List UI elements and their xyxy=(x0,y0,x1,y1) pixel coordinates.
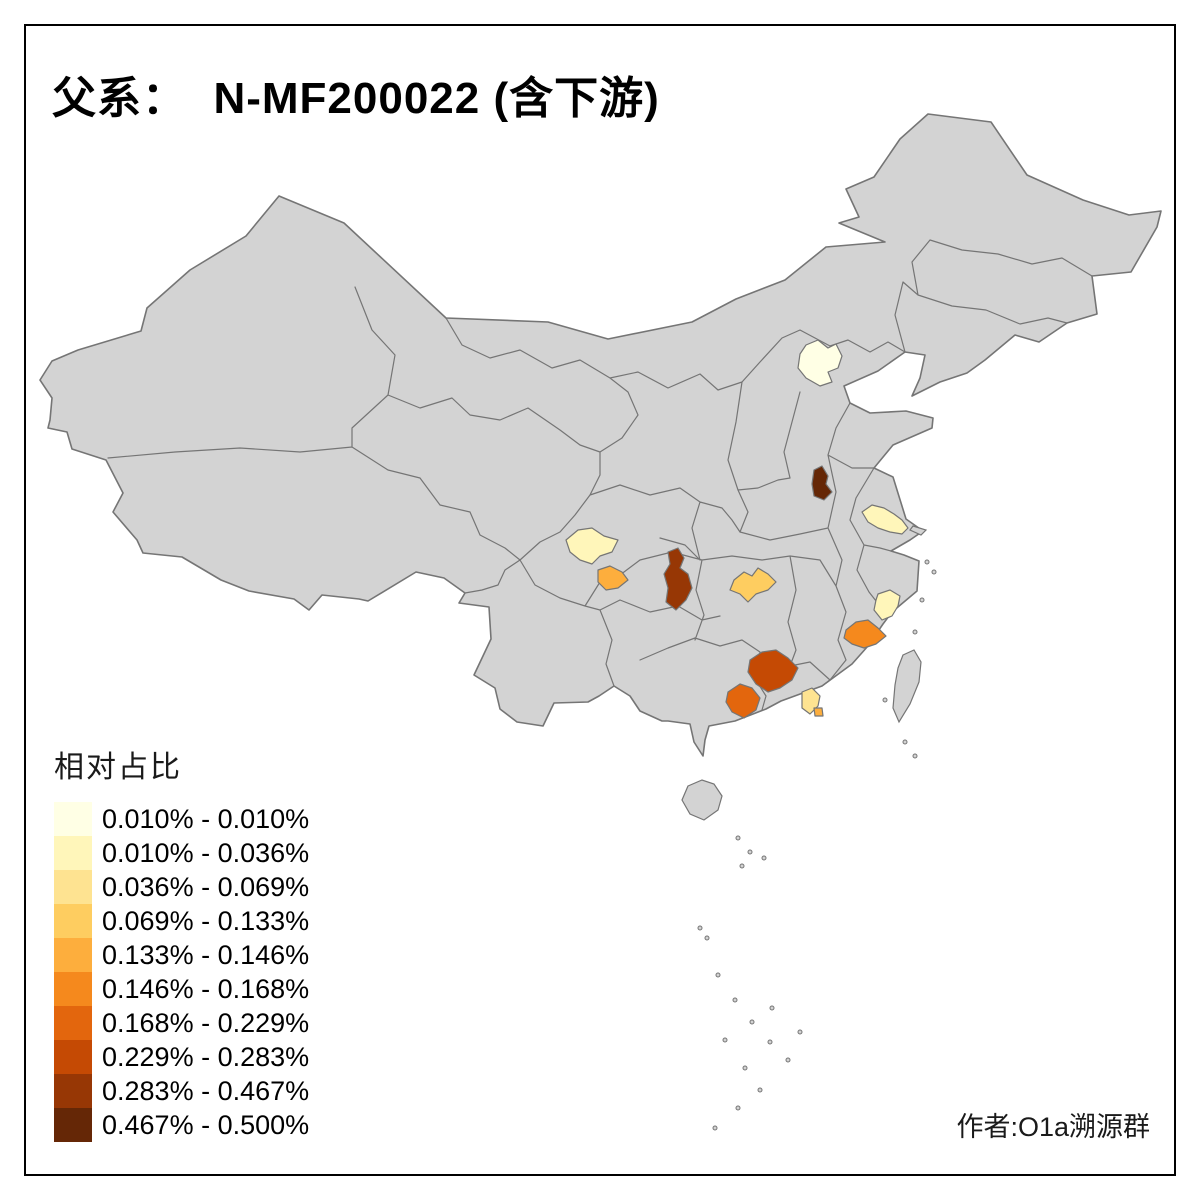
chongming-island xyxy=(909,525,928,536)
legend-class-label: 0.168% - 0.229% xyxy=(102,1007,310,1038)
legend-row: 0.146% - 0.168% xyxy=(54,972,309,1006)
legend-class-label: 0.467% - 0.500% xyxy=(102,1109,310,1140)
legend-row: 0.229% - 0.283% xyxy=(54,1040,309,1074)
legend-swatch xyxy=(54,1006,92,1040)
legend: 相对占比 0.010% - 0.010% 0.010% - 0.036% 0.0… xyxy=(54,742,309,1142)
taiwan-island xyxy=(892,649,922,724)
legend-swatch xyxy=(54,1108,92,1142)
map-region-south-jiangsu xyxy=(861,504,909,535)
legend-class-label: 0.036% - 0.069% xyxy=(102,871,310,902)
map-region-fujian-coast xyxy=(843,619,887,649)
map-region-beijing xyxy=(797,339,843,387)
map-region-chengdu xyxy=(565,527,619,565)
south-china-sea-islands xyxy=(697,559,937,1131)
legend-title: 相对占比 xyxy=(54,751,182,784)
legend-swatch xyxy=(54,1074,92,1108)
map-region-east-guangdong-dot xyxy=(813,707,824,717)
map-region-south-zhejiang-coast xyxy=(873,589,901,621)
legend-row: 0.168% - 0.229% xyxy=(54,1006,309,1040)
legend-swatch xyxy=(54,870,92,904)
map-region-south-sichuan xyxy=(597,565,629,591)
legend-swatch xyxy=(54,802,92,836)
china-mainland xyxy=(39,113,1162,757)
legend-class-label: 0.229% - 0.283% xyxy=(102,1041,310,1072)
legend-class-label: 0.146% - 0.168% xyxy=(102,973,310,1004)
map-region-changsha xyxy=(729,567,777,603)
page-title: 父系： N-MF200022 (含下游) xyxy=(52,74,660,123)
map-region-east-guangxi xyxy=(725,683,761,719)
islands xyxy=(681,525,928,821)
legend-row: 0.036% - 0.069% xyxy=(54,870,309,904)
hainan-island xyxy=(681,779,723,821)
highlighted-regions xyxy=(565,339,909,719)
legend-swatch xyxy=(54,938,92,972)
legend-swatch xyxy=(54,972,92,1006)
legend-row: 0.283% - 0.467% xyxy=(54,1074,309,1108)
attribution-text: 作者:O1a溯源群 xyxy=(956,1112,1150,1142)
map-region-north-anhui xyxy=(811,465,833,501)
province-boundaries xyxy=(107,239,1093,711)
legend-class-label: 0.069% - 0.133% xyxy=(102,905,310,936)
legend-class-label: 0.133% - 0.146% xyxy=(102,939,310,970)
legend-row: 0.133% - 0.146% xyxy=(54,938,309,972)
legend-row: 0.010% - 0.036% xyxy=(54,836,309,870)
map-region-north-guangdong xyxy=(747,649,799,693)
legend-class-label: 0.010% - 0.036% xyxy=(102,837,310,868)
legend-swatch xyxy=(54,836,92,870)
legend-swatch xyxy=(54,1040,92,1074)
legend-class-label: 0.283% - 0.467% xyxy=(102,1075,310,1106)
legend-row: 0.010% - 0.010% xyxy=(54,802,309,836)
legend-row: 0.069% - 0.133% xyxy=(54,904,309,938)
legend-swatch xyxy=(54,904,92,938)
map-region-west-hunan xyxy=(663,547,693,611)
legend-rows: 0.010% - 0.010% 0.010% - 0.036% 0.036% -… xyxy=(54,802,309,1142)
legend-row: 0.467% - 0.500% xyxy=(54,1108,309,1142)
legend-class-label: 0.010% - 0.010% xyxy=(102,803,310,834)
